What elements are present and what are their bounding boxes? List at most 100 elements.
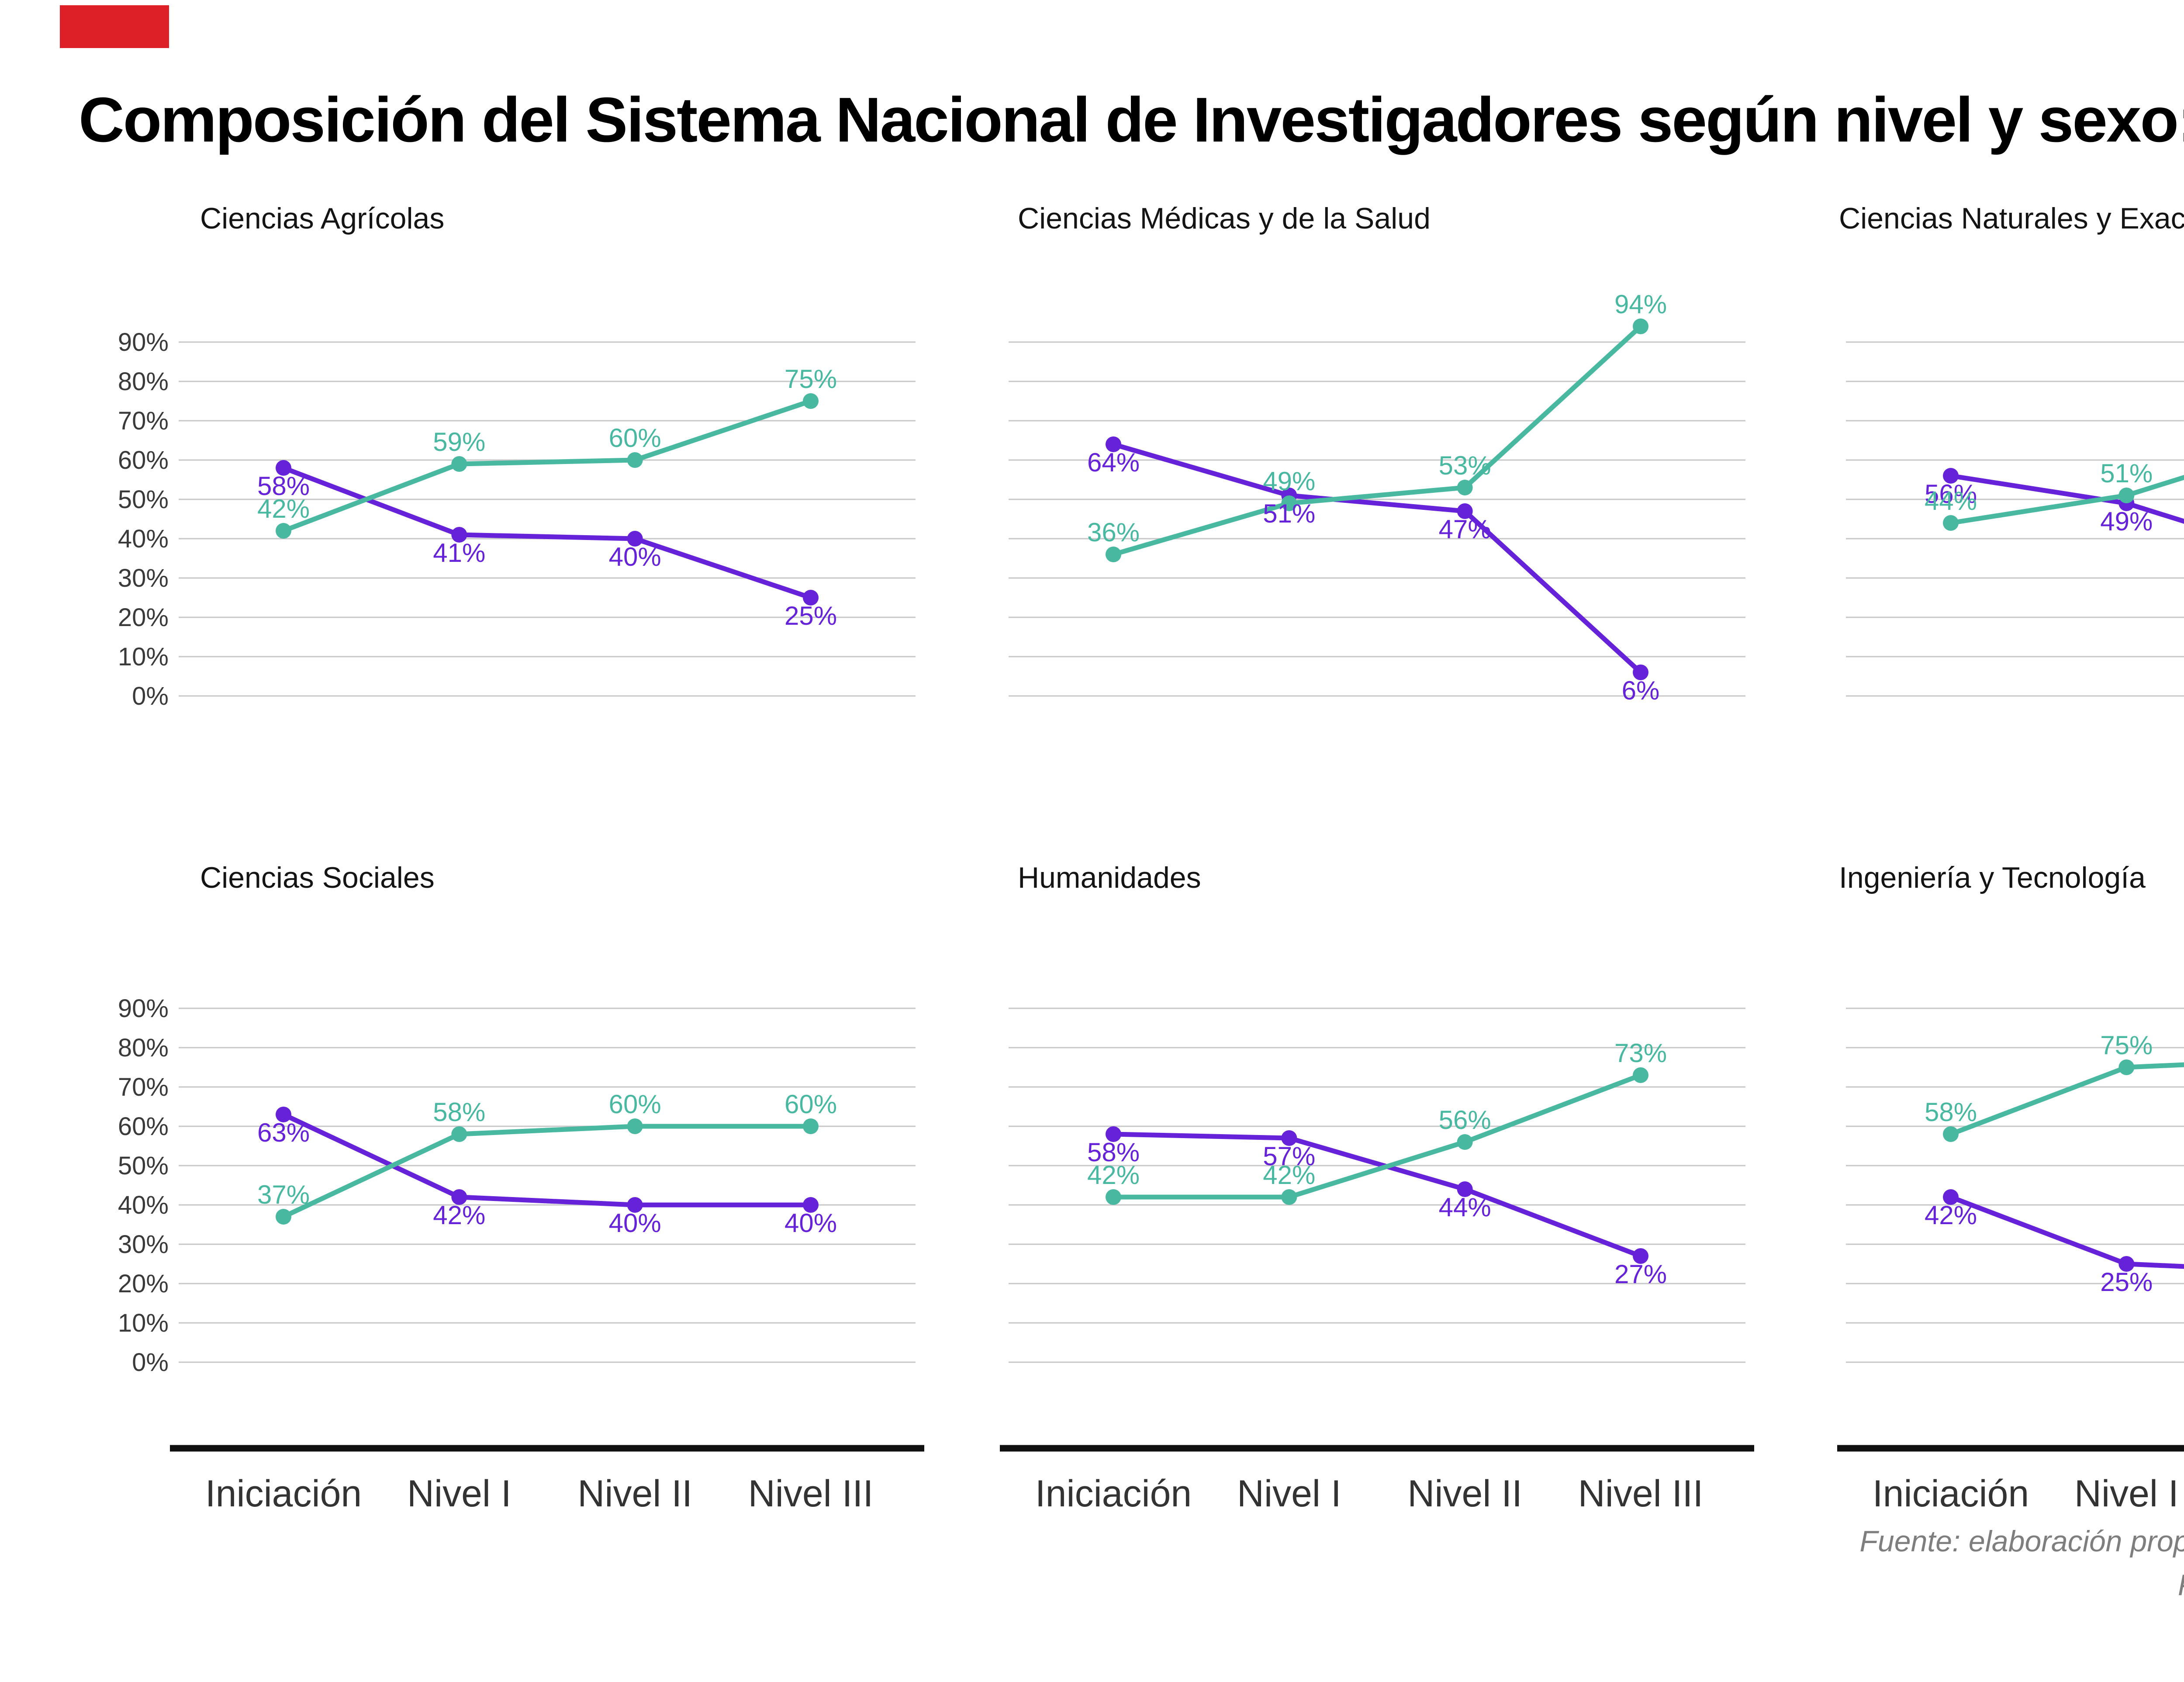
- value-label-varones: 94%: [1614, 290, 1667, 319]
- value-label-mujeres: 42%: [1925, 1201, 1977, 1230]
- panel-title-humanidades: Humanidades: [1018, 861, 1201, 894]
- x-tick-label: Nivel I: [1237, 1473, 1341, 1515]
- point-varones: [451, 1126, 467, 1142]
- point-mujeres: [1943, 468, 1959, 484]
- x-tick-label: Nivel III: [1578, 1473, 1704, 1515]
- point-mujeres: [276, 1107, 291, 1122]
- point-varones: [1106, 547, 1121, 562]
- line-varones: [1111, 324, 1643, 557]
- panel-4: 58% 57% 44% 27% 42% 42% 56% 73% Iniciación Nivel …: [1000, 1007, 1754, 1515]
- point-varones: [803, 393, 819, 409]
- y-tick-label: 50%: [118, 485, 169, 514]
- y-tick-label: 20%: [118, 603, 169, 632]
- x-tick-label: Nivel II: [1407, 1473, 1522, 1515]
- value-label-varones: 42%: [1263, 1160, 1315, 1190]
- point-mujeres: [1943, 1189, 1959, 1205]
- y-tick-label: 20%: [118, 1270, 169, 1298]
- line-mujeres: [1948, 473, 2184, 524]
- value-label-mujeres: 42%: [433, 1201, 485, 1230]
- value-label-varones: 58%: [1925, 1097, 1977, 1127]
- point-varones: [1281, 495, 1297, 511]
- page-title: Composición del Sistema Nacional de Inve…: [0, 85, 2184, 155]
- line-varones: [281, 1124, 813, 1219]
- point-mujeres: [803, 590, 819, 606]
- value-label-mujeres: 56%: [1925, 479, 1977, 509]
- y-tick-label: 60%: [118, 1112, 169, 1141]
- line-varones: [281, 398, 813, 533]
- panel-3: 0% 10% 20% 30% 40% 50% 60% 70% 80% 90% 63% 42% 40% 40…: [118, 994, 924, 1515]
- point-varones: [1943, 1126, 1959, 1142]
- x-tick-label: Iniciación: [205, 1473, 362, 1515]
- y-tick-label: 70%: [118, 407, 169, 435]
- value-label-mujeres: 27%: [1614, 1260, 1667, 1289]
- panel-5: 42%25%23%25%58%75%77%75%IniciaciónNivel …: [1837, 1007, 2184, 1515]
- y-tick-label: 80%: [118, 1034, 169, 1062]
- value-label-varones: 49%: [1263, 467, 1315, 496]
- value-label-varones: 42%: [257, 494, 310, 523]
- value-label-varones: 59%: [433, 427, 485, 457]
- value-label-mujeres: 40%: [784, 1208, 837, 1238]
- value-label-varones: 44%: [1925, 486, 1977, 516]
- x-tick-label: Nivel II: [577, 1473, 692, 1515]
- line-mujeres: [281, 1112, 813, 1208]
- value-label-varones: 75%: [784, 364, 837, 394]
- x-tick-label: Iniciación: [1035, 1473, 1192, 1515]
- point-mujeres: [1281, 1130, 1297, 1146]
- point-mujeres: [1106, 1126, 1121, 1142]
- value-label-varones: 56%: [1439, 1105, 1491, 1135]
- point-varones: [1633, 1067, 1648, 1083]
- panel-title-ciencias-sociales: Ciencias Sociales: [200, 861, 435, 894]
- y-tick-label: 50%: [118, 1152, 169, 1180]
- record-indicator: [60, 5, 169, 48]
- point-mujeres: [451, 527, 467, 543]
- y-tick-label: 90%: [118, 994, 169, 1023]
- value-label-mujeres: 6%: [1622, 676, 1660, 705]
- point-mujeres: [2118, 1256, 2135, 1272]
- point-varones: [1106, 1189, 1121, 1205]
- value-label-varones: 51%: [2100, 459, 2153, 488]
- value-label-varones: 37%: [257, 1180, 310, 1209]
- point-varones: [2118, 488, 2135, 503]
- y-tick-label: 40%: [118, 525, 169, 553]
- value-label-mujeres: 40%: [609, 1208, 661, 1238]
- value-label-varones: 60%: [609, 1090, 661, 1119]
- point-mujeres: [1633, 664, 1648, 680]
- source-line: Fuente: elaboración propia en base a dat…: [1859, 1525, 2184, 1558]
- panel-title-ingenieria: Ingeniería y Tecnología: [1839, 861, 2146, 894]
- point-varones: [276, 1209, 291, 1225]
- panel-title-ciencias-medicas: Ciencias Médicas y de la Salud: [1018, 202, 1431, 235]
- value-label-mujeres: 58%: [1087, 1138, 1140, 1167]
- point-varones: [1457, 1134, 1473, 1150]
- line-mujeres: [1948, 1194, 2184, 1269]
- value-label-mujeres: 41%: [433, 538, 485, 568]
- value-label-mujeres: 63%: [257, 1118, 310, 1147]
- point-mujeres: [803, 1197, 819, 1213]
- author-line: Paula Pereda - @paubgood: [1859, 1563, 2184, 1607]
- value-label-varones: 42%: [1087, 1160, 1140, 1190]
- panel-1: 64% 51% 47% 6% 36% 49% 53% 94%: [1009, 290, 1745, 705]
- line-varones: [1948, 1062, 2184, 1137]
- point-mujeres: [1633, 1248, 1648, 1264]
- y-tick-label: 30%: [118, 564, 169, 592]
- line-mujeres: [281, 465, 813, 600]
- value-label-varones: 53%: [1439, 451, 1491, 480]
- value-label-mujeres: 47%: [1439, 515, 1491, 544]
- point-varones: [627, 452, 643, 468]
- y-tick-label: 90%: [118, 328, 169, 356]
- value-label-mujeres: 64%: [1087, 448, 1140, 477]
- point-mujeres: [1457, 503, 1473, 519]
- panel-title-ciencias-naturales: Ciencias Naturales y Exactas: [1839, 202, 2184, 235]
- value-label-mujeres: 25%: [2100, 1267, 2153, 1297]
- point-varones: [1943, 515, 1959, 531]
- value-label-mujeres: 51%: [1263, 499, 1315, 528]
- y-tick-label: 0%: [132, 1348, 169, 1377]
- value-label-varones: 36%: [1087, 518, 1140, 547]
- point-mujeres: [627, 1197, 643, 1213]
- point-varones: [276, 523, 291, 539]
- y-tick-label: 40%: [118, 1191, 169, 1219]
- line-varones: [1948, 475, 2184, 526]
- value-label-varones: 58%: [433, 1097, 485, 1127]
- point-varones: [1457, 480, 1473, 495]
